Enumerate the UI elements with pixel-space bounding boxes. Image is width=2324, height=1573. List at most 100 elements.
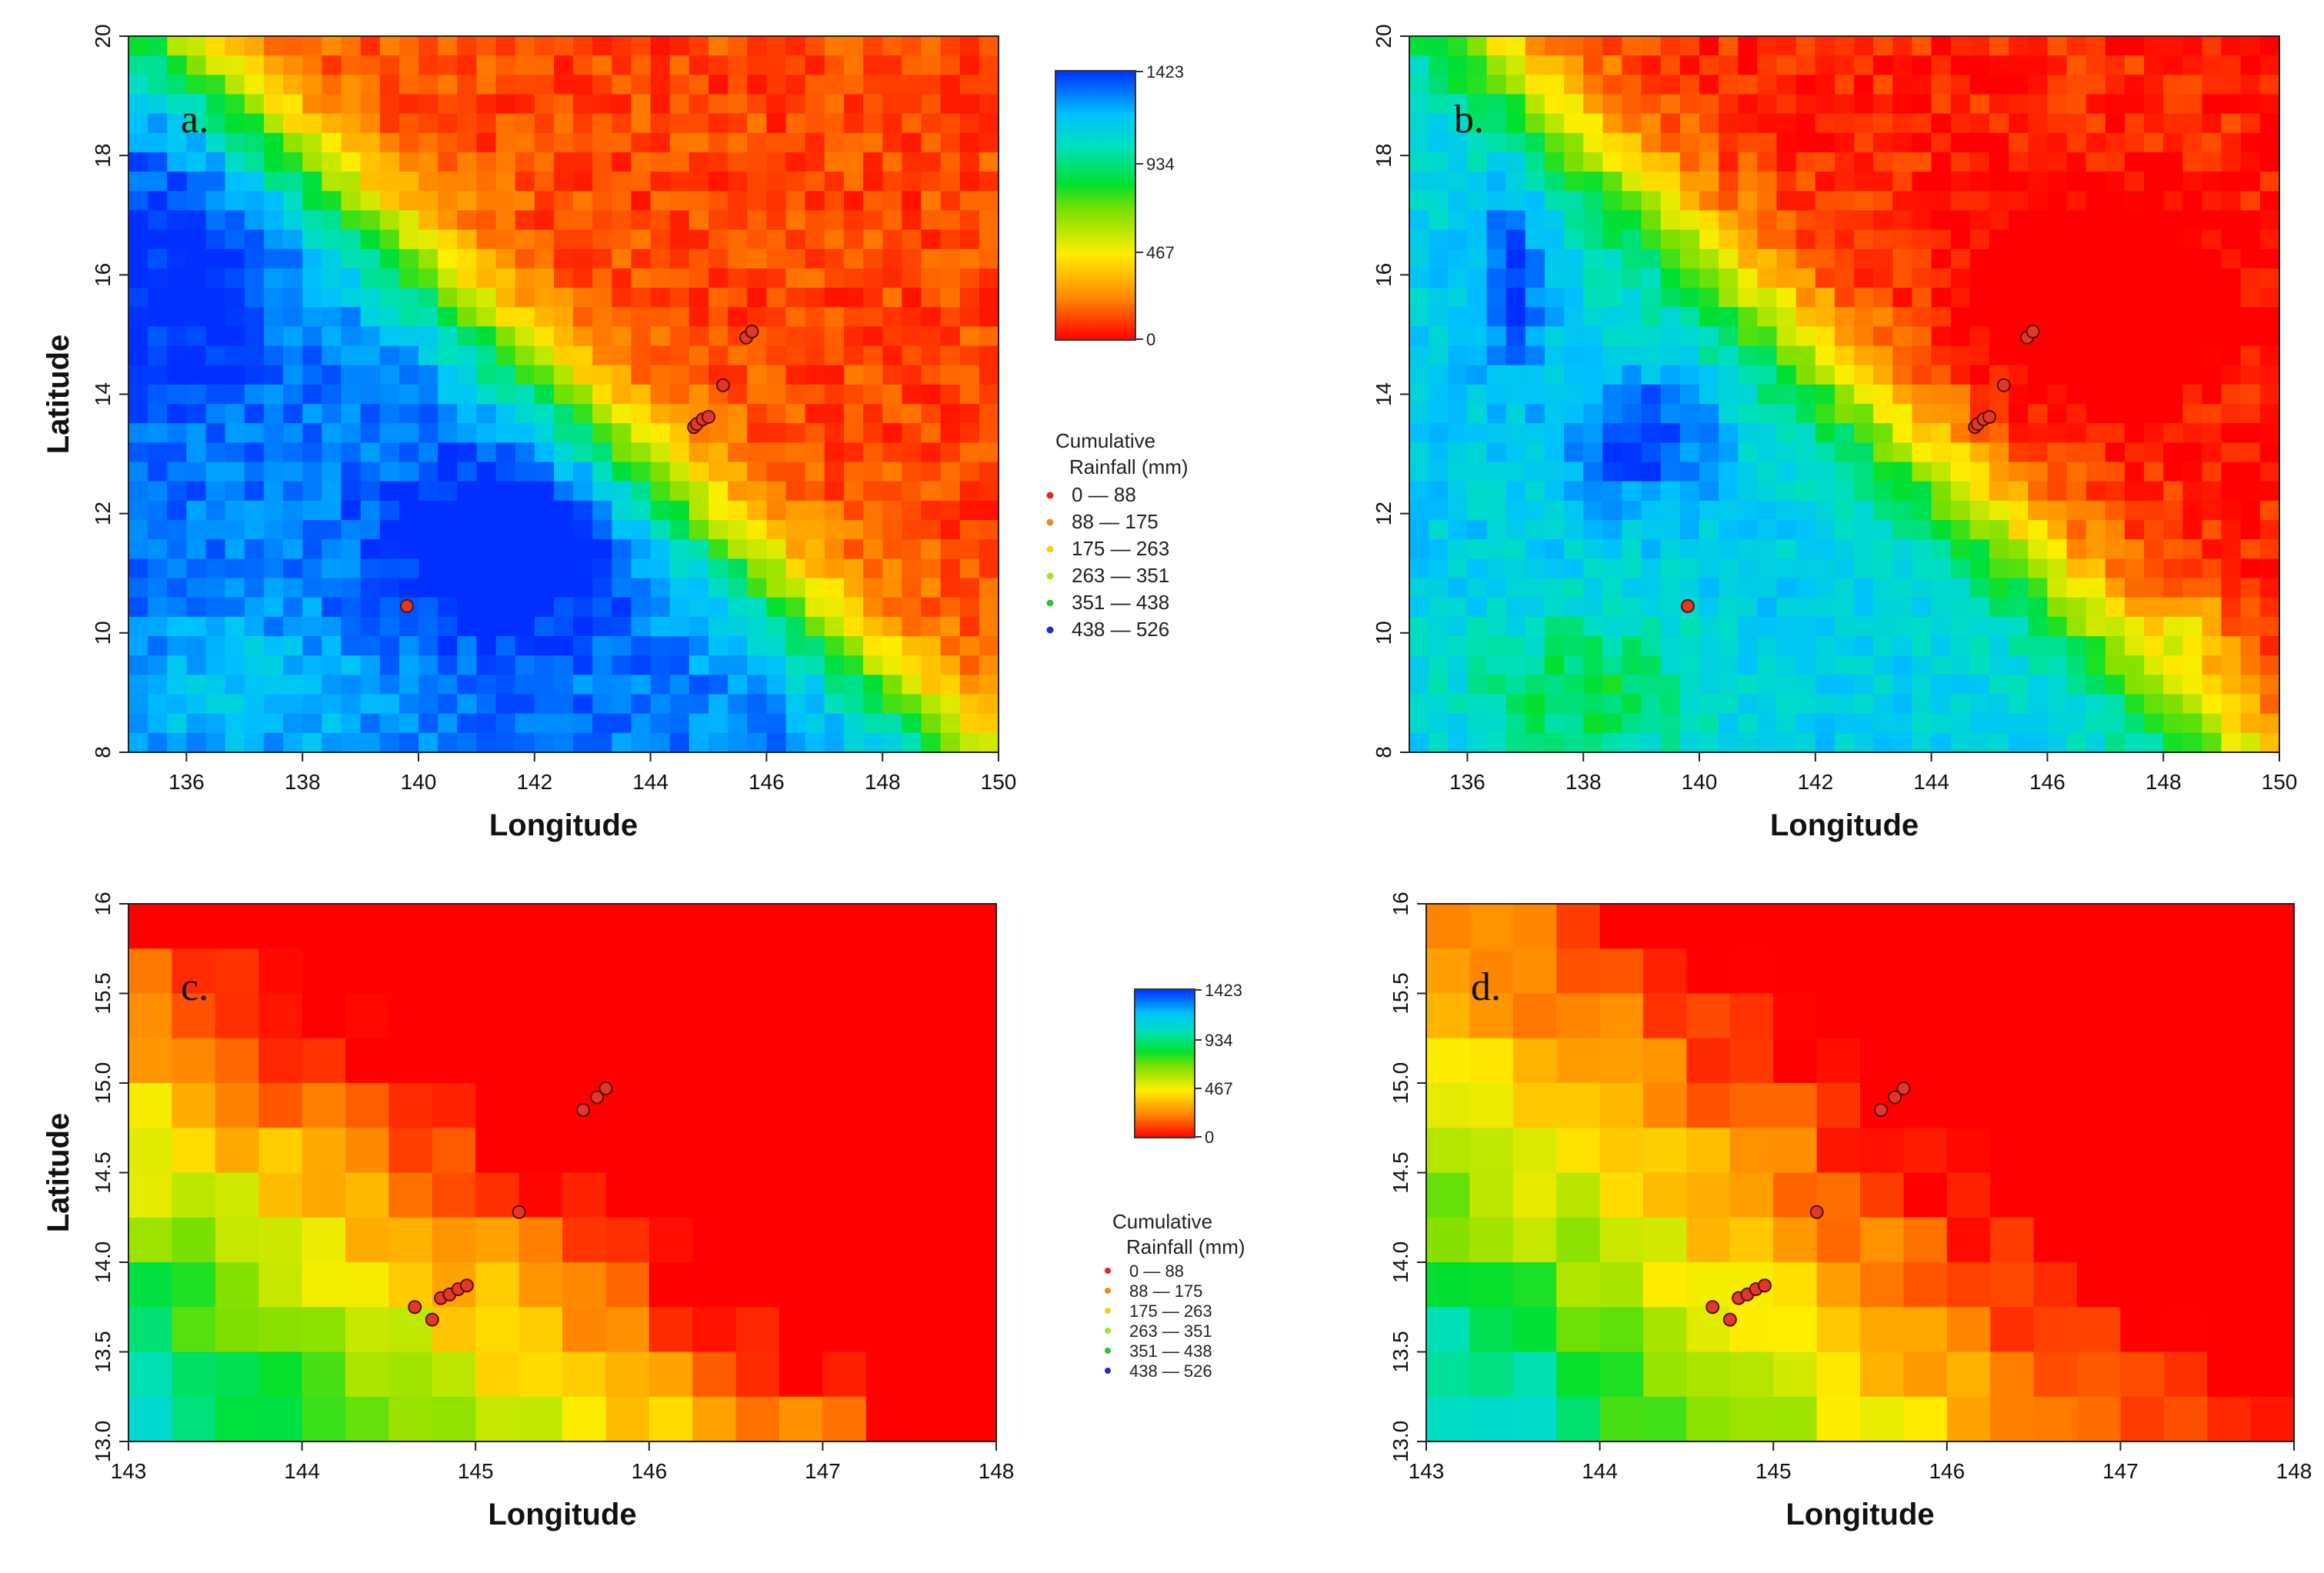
grid-cell [553, 345, 574, 366]
grid-cell [747, 481, 767, 502]
grid-cell [1892, 75, 1913, 95]
grid-cell [2009, 36, 2029, 56]
grid-cell [1544, 191, 1565, 212]
grid-cell [360, 345, 381, 366]
grid-cell [418, 288, 438, 308]
grid-cell [2202, 655, 2222, 675]
grid-cell [2028, 732, 2048, 753]
grid-cell [534, 172, 555, 192]
grid-cell [476, 55, 497, 75]
grid-cell [1544, 520, 1565, 540]
grid-cell [692, 1351, 737, 1398]
grid-cell [2028, 248, 2048, 269]
grid-cell [1505, 616, 1526, 637]
grid-cell [1776, 36, 1797, 56]
grid-cell [863, 307, 883, 328]
grid-cell [1409, 636, 1429, 656]
grid-cell [495, 578, 516, 598]
grid-cell [824, 713, 845, 734]
grid-cell [1776, 248, 1797, 269]
grid-cell [263, 636, 284, 656]
grid-cell [128, 500, 148, 521]
grid-cell [1873, 268, 1893, 288]
grid-cell [418, 113, 438, 134]
grid-cell [1719, 132, 1739, 153]
grid-cell [322, 210, 342, 231]
grid-cell [612, 326, 632, 347]
grid-cell [805, 655, 825, 675]
grid-cell [128, 113, 148, 134]
grid-cell [1912, 616, 1932, 637]
grid-cell [263, 288, 284, 308]
grid-cell [1486, 36, 1507, 56]
grid-cell [1796, 132, 1816, 153]
grid-cell [1467, 94, 1488, 115]
grid-cell [1467, 713, 1488, 734]
grid-cell [476, 94, 497, 115]
grid-cell [1486, 655, 1507, 675]
grid-cell [2066, 636, 2087, 656]
grid-cell [1912, 384, 1932, 405]
grid-cell [649, 1351, 693, 1398]
grid-cell [805, 597, 825, 618]
grid-cell [843, 172, 864, 192]
grid-cell [553, 326, 574, 347]
grid-cell [2066, 616, 2087, 637]
grid-cell [244, 94, 265, 115]
grid-cell [1679, 113, 1700, 134]
grid-cell [2066, 152, 2087, 172]
grid-cell [258, 1217, 303, 1263]
grid-cell [822, 948, 867, 995]
grid-cell [959, 636, 980, 656]
grid-cell [2182, 268, 2203, 288]
grid-cell [1599, 904, 1644, 949]
grid-cell [1583, 713, 1603, 734]
grid-cell [959, 481, 980, 502]
grid-cell [1583, 345, 1603, 366]
grid-cell [1873, 597, 1893, 618]
grid-cell [1622, 384, 1642, 405]
grid-cell [592, 307, 612, 328]
grid-cell [302, 55, 322, 75]
grid-cell [1544, 713, 1565, 734]
grid-cell [186, 442, 207, 463]
grid-cell [959, 520, 980, 540]
grid-cell [902, 75, 922, 95]
station-marker [576, 1103, 591, 1117]
grid-cell [1583, 288, 1603, 308]
grid-cell [438, 36, 458, 56]
grid-cell [1602, 288, 1623, 308]
grid-cell [766, 520, 787, 540]
grid-cell [2221, 384, 2242, 405]
grid-cell [902, 384, 922, 405]
grid-cell [172, 1351, 216, 1398]
grid-cell [1525, 578, 1545, 598]
grid-cell [1729, 1307, 1774, 1353]
grid-cell [1564, 268, 1584, 288]
grid-cell [766, 152, 787, 172]
grid-cell [1854, 384, 1874, 405]
grid-cell [225, 268, 245, 288]
grid-cell [1679, 616, 1700, 637]
grid-cell [573, 75, 593, 95]
grid-cell [1469, 904, 1514, 949]
grid-cell [1512, 1351, 1557, 1398]
grid-cell [689, 462, 709, 482]
grid-cell [728, 520, 748, 540]
grid-cell [2028, 288, 2048, 308]
grid-cell [2259, 713, 2280, 734]
grid-cell [1989, 462, 2009, 482]
grid-cell [244, 713, 265, 734]
grid-cell [1448, 597, 1468, 618]
grid-cell [495, 597, 516, 618]
grid-cell [1729, 1128, 1774, 1174]
grid-cell [882, 675, 902, 695]
grid-cell [1679, 288, 1700, 308]
grid-cell [1679, 268, 1700, 288]
grid-cell [689, 520, 709, 540]
grid-cell [1525, 268, 1545, 288]
grid-cell [1583, 152, 1603, 172]
grid-cell [1719, 558, 1739, 579]
grid-cell [1622, 655, 1642, 675]
grid-cell [1660, 655, 1681, 675]
